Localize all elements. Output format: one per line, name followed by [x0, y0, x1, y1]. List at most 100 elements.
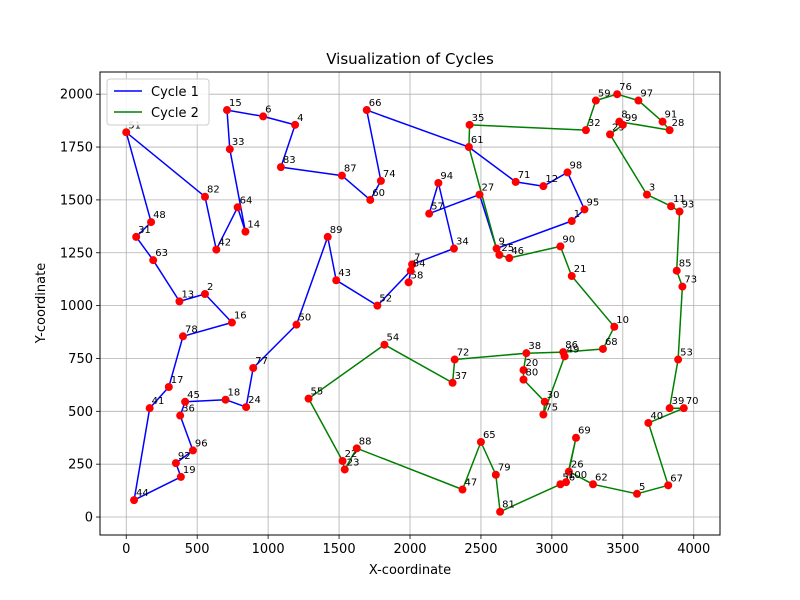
city-label: 33 [232, 137, 245, 148]
city-label: 94 [440, 171, 453, 182]
x-tick-label: 3000 [535, 542, 568, 557]
city-point [425, 209, 434, 218]
city-label: 67 [670, 473, 683, 484]
city-point [323, 232, 332, 241]
city-label: 72 [457, 348, 470, 359]
city-point [633, 489, 642, 498]
city-label: 100 [568, 470, 587, 481]
city-label: 95 [587, 197, 600, 208]
city-point [227, 318, 236, 327]
city-point [332, 276, 341, 285]
city-point [352, 444, 361, 453]
city-point [564, 467, 573, 476]
city-point [665, 126, 674, 135]
city-label: 96 [195, 438, 208, 449]
city-point [276, 163, 285, 172]
city-label: 80 [526, 368, 539, 379]
city-point [222, 106, 231, 115]
city-point [147, 218, 156, 227]
city-point [176, 472, 185, 481]
city-point [674, 355, 683, 364]
y-axis-title: Y-coordinate [34, 263, 49, 344]
city-point [475, 190, 484, 199]
city-label: 7 [414, 252, 420, 263]
legend: Cycle 1 Cycle 2 [106, 78, 210, 126]
city-label: 35 [472, 113, 485, 124]
city-point [366, 195, 375, 204]
city-label: 39 [672, 396, 685, 407]
city-point [539, 410, 548, 419]
city-point [225, 145, 234, 154]
city-point [408, 260, 417, 269]
city-point [338, 457, 347, 466]
city-label: 36 [182, 404, 195, 415]
x-tick-label: 500 [185, 542, 210, 557]
city-label: 42 [218, 238, 231, 249]
city-label: 1 [574, 209, 580, 220]
city-label: 9 [499, 237, 505, 248]
city-label: 90 [562, 234, 575, 245]
city-label: 25 [501, 243, 514, 254]
y-tick-label: 1000 [60, 299, 93, 314]
city-point [492, 244, 501, 253]
city-label: 14 [247, 220, 260, 231]
y-tick-label: 250 [68, 458, 93, 473]
city-label: 81 [502, 500, 515, 511]
city-point [175, 297, 184, 306]
city-label: 27 [482, 183, 495, 194]
city-label: 26 [571, 460, 584, 471]
city-point [580, 205, 589, 214]
city-point [476, 437, 485, 446]
city-point [200, 192, 209, 201]
y-tick-label: 2000 [60, 88, 93, 103]
city-point [404, 278, 413, 287]
city-point [519, 375, 528, 384]
city-point [618, 120, 627, 129]
city-label: 21 [574, 264, 587, 275]
city-point [465, 120, 474, 129]
city-point [567, 217, 576, 226]
city-point [458, 485, 467, 494]
city-label: 17 [171, 375, 184, 386]
city-label: 31 [138, 225, 151, 236]
city-label: 28 [672, 118, 685, 129]
city-label: 92 [178, 451, 191, 462]
legend-label-cycle-2: Cycle 2 [151, 106, 199, 121]
city-label: 68 [605, 337, 618, 348]
city-label: 44 [136, 488, 149, 499]
city-point [505, 254, 514, 263]
city-label: 32 [588, 118, 601, 129]
city-label: 65 [483, 430, 496, 441]
city-point [149, 256, 158, 265]
city-point [539, 182, 548, 191]
x-tick-label: 2500 [464, 542, 497, 557]
x-tick-label: 1500 [323, 542, 356, 557]
y-tick-label: 0 [85, 511, 93, 526]
city-point [567, 272, 576, 281]
city-label: 29 [612, 122, 625, 133]
city-label: 48 [153, 210, 166, 221]
city-label: 23 [347, 457, 360, 468]
city-point [304, 394, 313, 403]
city-label: 15 [229, 98, 242, 109]
city-point [241, 227, 250, 236]
city-point [132, 232, 141, 241]
x-tick-label: 3500 [606, 542, 639, 557]
city-point [380, 340, 389, 349]
city-point [362, 106, 371, 115]
x-tick-label: 1000 [252, 542, 285, 557]
city-point [675, 207, 684, 216]
city-point [171, 459, 180, 468]
city-label: 41 [152, 396, 165, 407]
city-label: 12 [545, 174, 558, 185]
city-point [540, 397, 549, 406]
city-label: 43 [338, 268, 351, 279]
city-label: 2 [207, 282, 213, 293]
city-point [495, 250, 504, 259]
city-label: 53 [680, 348, 693, 359]
city-label: 22 [345, 449, 358, 460]
city-point [181, 397, 190, 406]
city-label: 45 [187, 390, 200, 401]
x-axis-title: X-coordinate [369, 563, 451, 578]
city-label: 8 [621, 110, 627, 121]
